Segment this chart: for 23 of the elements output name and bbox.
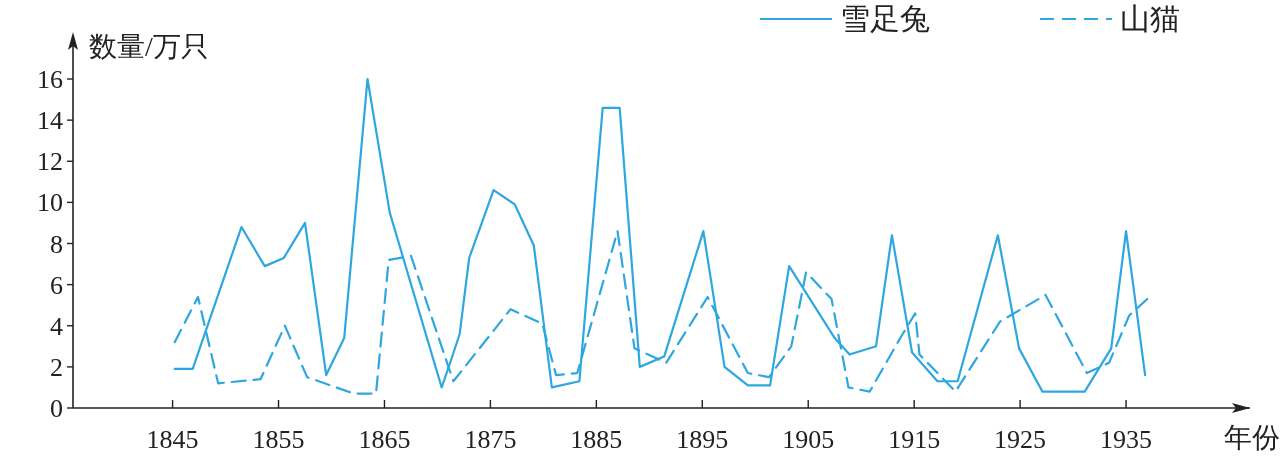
x-tick-label: 1855 (252, 425, 305, 454)
legend-label: 山猫 (1120, 2, 1180, 35)
y-tick-label: 4 (50, 311, 63, 341)
x-tick-label: 1875 (464, 425, 517, 454)
y-tick-label: 14 (37, 106, 63, 136)
x-tick-label: 1935 (1100, 425, 1153, 454)
x-tick-label: 1895 (676, 425, 729, 454)
x-tick-label: 1905 (782, 425, 835, 454)
x-axis-title: 年份 (1224, 422, 1280, 453)
y-tick-label: 10 (37, 188, 63, 218)
y-tick-label: 8 (50, 229, 63, 259)
y-tick-label: 12 (37, 147, 63, 177)
x-tick-label: 1845 (146, 425, 199, 454)
y-axis-title: 数量/万只 (89, 31, 209, 62)
x-tick-label: 1925 (994, 425, 1047, 454)
x-tick-label: 1885 (570, 425, 623, 454)
legend-label: 雪足兔 (840, 2, 930, 35)
y-tick-label: 0 (50, 394, 63, 423)
x-tick-label: 1865 (358, 425, 411, 454)
y-tick-label: 16 (37, 65, 63, 95)
x-tick-label: 1915 (888, 425, 941, 454)
y-tick-label: 6 (50, 270, 63, 300)
y-tick-label: 2 (50, 352, 63, 382)
